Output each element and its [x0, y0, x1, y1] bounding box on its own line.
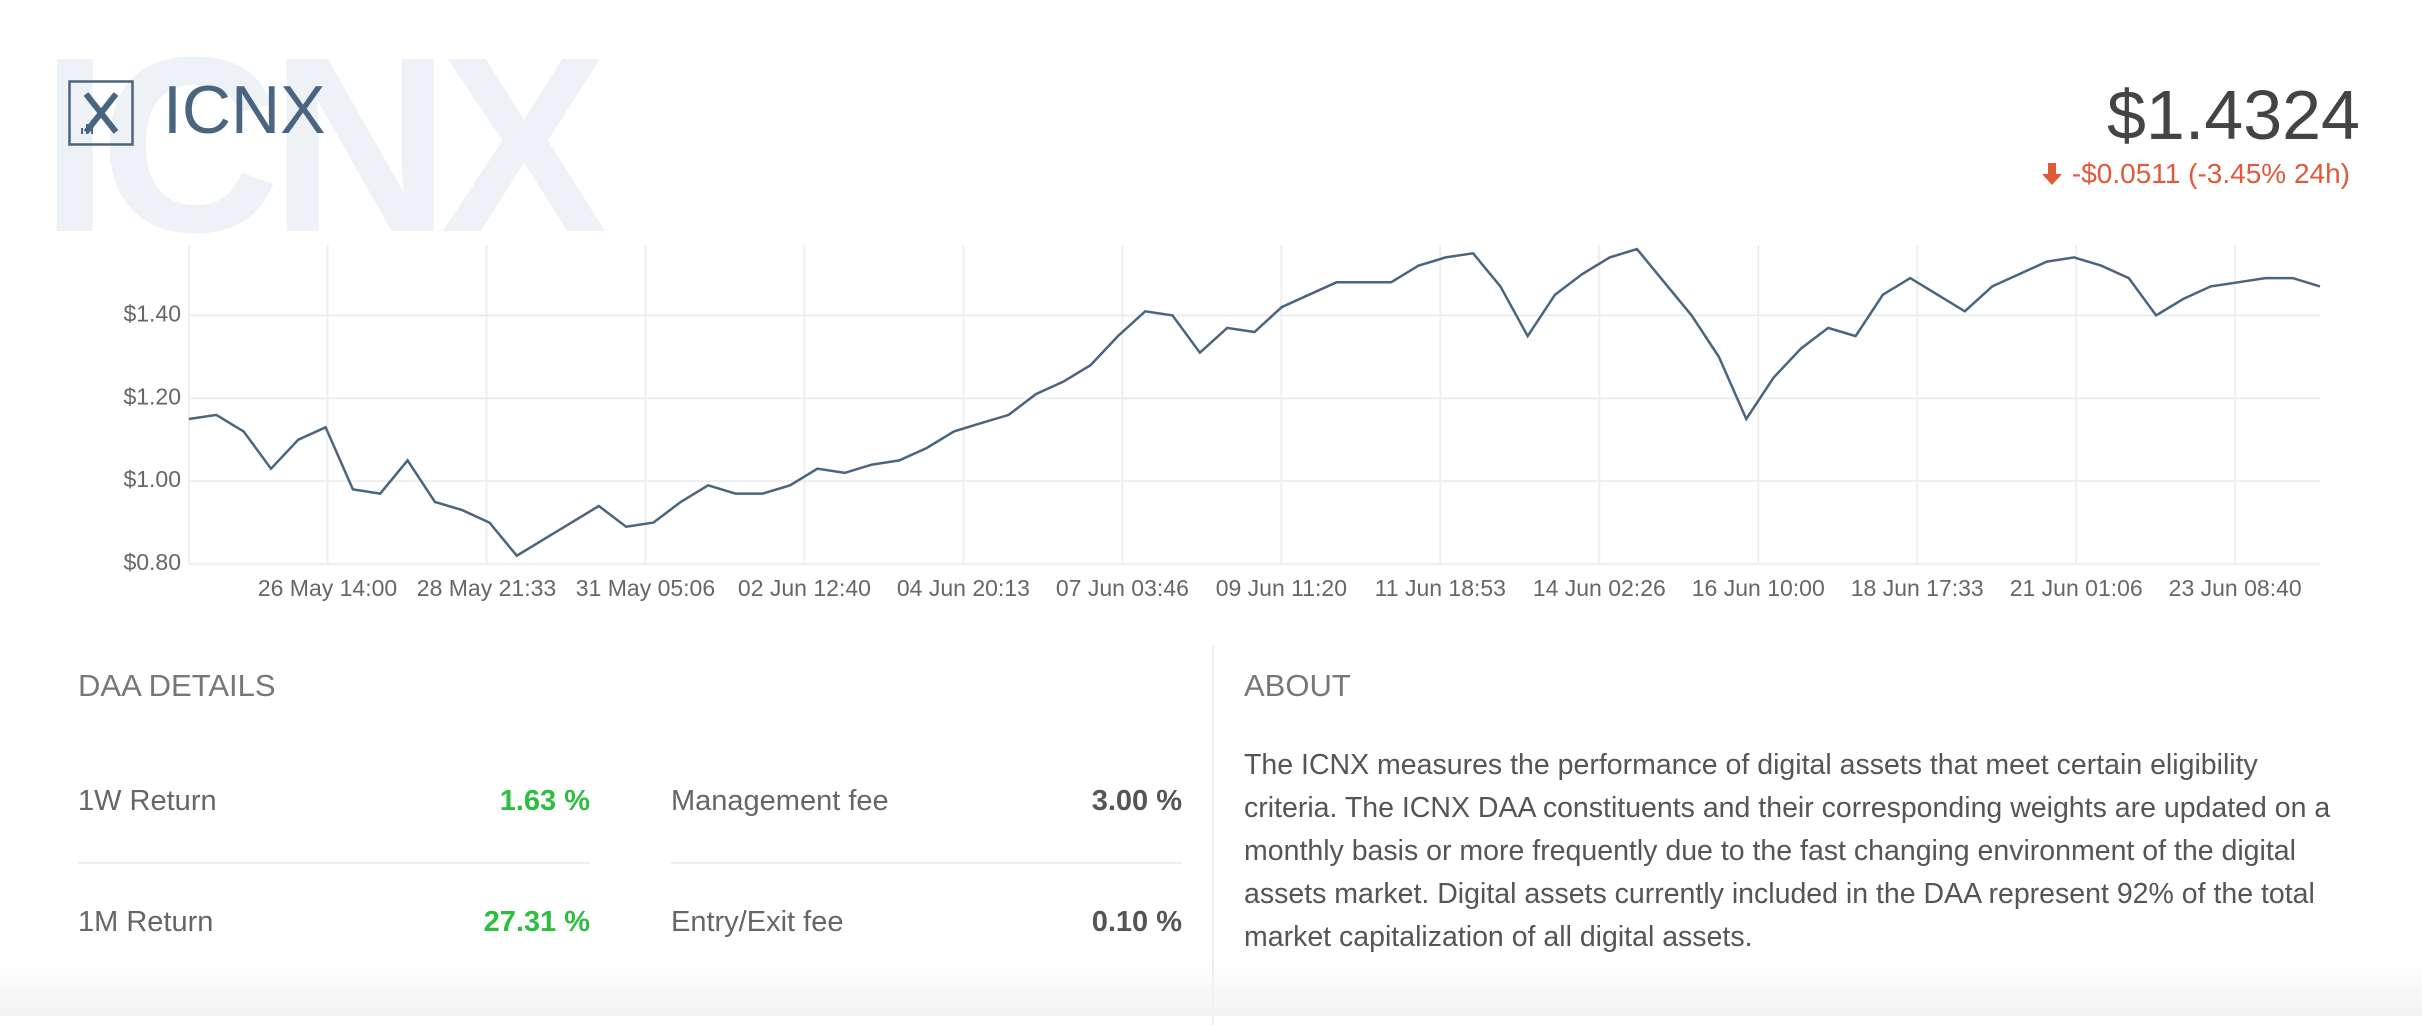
- y-tick-label: $1.00: [123, 466, 181, 492]
- detail-value: 3.00 %: [1091, 785, 1182, 817]
- watermark: ICNX: [40, 5, 607, 284]
- detail-value: 27.31 %: [483, 906, 590, 938]
- x-tick-label: 09 Jun 11:20: [1216, 575, 1347, 601]
- price-change: -$0.0511 (-3.45% 24h): [2040, 160, 2350, 188]
- x-tick-label: 07 Jun 03:46: [1056, 575, 1189, 601]
- x-tick-label: 18 Jun 17:33: [1851, 575, 1984, 601]
- x-tick-label: 31 May 05:06: [576, 575, 715, 601]
- x-tick-label: 02 Jun 12:40: [738, 575, 871, 601]
- x-tick-label: 04 Jun 20:13: [897, 575, 1030, 601]
- x-tick-label: 16 Jun 10:00: [1692, 575, 1825, 601]
- detail-label: 1W Return: [78, 785, 217, 817]
- detail-value: 1.63 %: [499, 785, 590, 817]
- asset-title: ICNX: [163, 72, 326, 148]
- price: $1.4324: [2106, 76, 2360, 154]
- x-tick-label: 28 May 21:33: [417, 575, 556, 601]
- change-text: -$0.0511 (-3.45% 24h): [2071, 158, 2350, 189]
- divider: [1212, 645, 1214, 1025]
- x-tick-label: 23 Jun 08:40: [2169, 575, 2302, 601]
- x-tick-label: 26 May 14:00: [258, 575, 397, 601]
- details-title: DAA DETAILS: [78, 668, 276, 703]
- about-title: ABOUT: [1244, 668, 1351, 703]
- chart: $0.80 $1.00 $1.20 $1.40 26 May 14:00 28 May 2…: [123, 245, 2321, 601]
- y-tick-label: $0.80: [123, 549, 181, 575]
- price-line: [188, 247, 2321, 558]
- bottom-shade: [0, 960, 2422, 1016]
- x-tick-label: 11 Jun 18:53: [1375, 575, 1506, 601]
- y-tick-label: $1.20: [123, 383, 181, 409]
- detail-label: 1M Return: [78, 906, 214, 938]
- detail-label: Entry/Exit fee: [671, 906, 844, 938]
- x-tick-label: 14 Jun 02:26: [1533, 575, 1666, 601]
- detail-label: Management fee: [671, 785, 889, 817]
- y-tick-label: $1.40: [123, 301, 181, 327]
- detail-value: 0.10 %: [1091, 906, 1182, 938]
- down-arrow: [2041, 163, 2062, 185]
- x-tick-label: 21 Jun 01:06: [2010, 575, 2143, 601]
- logo: [68, 80, 134, 146]
- row-separator: [78, 862, 590, 864]
- row-separator: [671, 862, 1182, 864]
- about-text: The ICNX measures the performance of dig…: [1244, 749, 2331, 953]
